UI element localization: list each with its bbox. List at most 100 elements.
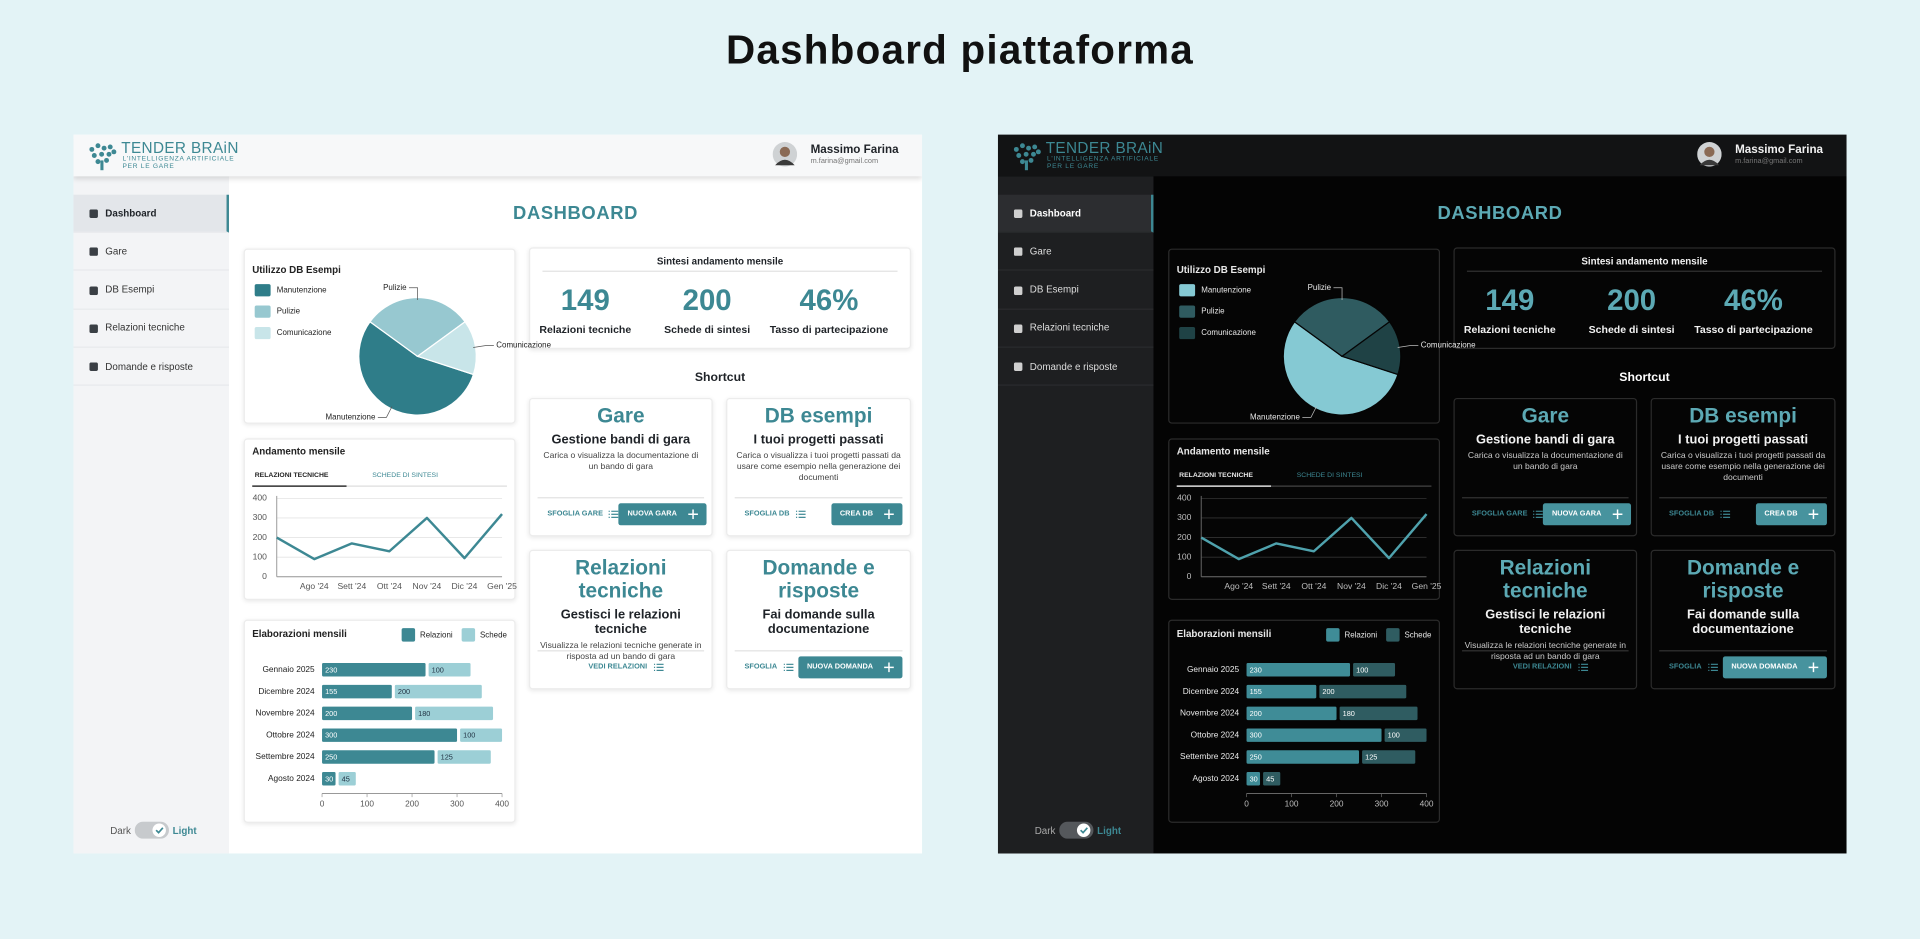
avatar-body <box>775 159 795 166</box>
card-footer: SFOGLIA NUOVA DOMANDA <box>734 650 903 683</box>
nav-icon-shape <box>89 209 98 218</box>
card-footer: SFOGLIA DB CREA DB <box>1659 497 1827 530</box>
card-subtitle: I tuoi progetti passati <box>1678 432 1809 447</box>
kpi-value: 149 <box>560 284 610 318</box>
card-link[interactable]: SFOGLIA DB <box>1659 510 1730 518</box>
toggle-label: Dark <box>110 825 131 837</box>
nav-item[interactable]: Dashboard <box>73 194 229 233</box>
list-icon <box>1707 663 1718 672</box>
card-footer: SFOGLIA GARE NUOVA GARA <box>1462 497 1631 530</box>
logo-dot <box>106 151 112 157</box>
card-subtitle: Gestisci le relazioni tecniche <box>1485 607 1606 637</box>
list-icon <box>795 510 806 518</box>
logo-trunk <box>100 160 104 171</box>
kpi-value: 149 <box>1485 284 1535 318</box>
card-button[interactable]: NUOVA DOMANDA <box>798 656 903 679</box>
dashboard-panel: TENDER BRAiN L'INTELLIGENZA ARTIFICIALE PE… <box>997 134 1847 854</box>
shortcut-card: DB esempi I tuoi progetti passati Carica o… <box>726 397 912 537</box>
nav-label: Domande e risposte <box>1029 360 1118 372</box>
sidebar <box>997 176 1154 854</box>
list-dot <box>1720 510 1722 512</box>
card-footer: VEDI RELAZIONI <box>1462 650 1629 683</box>
link-label: SFOGLIA <box>744 663 778 672</box>
nav-icon <box>89 247 98 257</box>
list-line <box>798 513 806 515</box>
nav-icon <box>89 286 98 295</box>
nav-item[interactable]: DB Esempi <box>73 271 229 310</box>
card-link[interactable]: VEDI RELAZIONI <box>1503 663 1588 672</box>
list-line <box>611 513 619 515</box>
button-label: NUOVA GARA <box>627 510 677 518</box>
card-title: Relazioni tecniche <box>575 555 667 603</box>
plus <box>884 662 894 673</box>
summary-card: Sintesi andamento mensile 149 Relazioni te… <box>528 247 912 349</box>
card-button[interactable]: NUOVA DOMANDA <box>1722 656 1827 679</box>
card-title: Relazioni tecniche <box>1499 555 1591 603</box>
list-dot <box>653 666 655 668</box>
logo-dot <box>1020 143 1025 149</box>
logo-tagline: L'INTELLIGENZA ARTIFICIALE <box>122 155 235 163</box>
nav-item[interactable]: Domande e risposte <box>73 348 229 386</box>
link-label: VEDI RELAZIONI <box>588 663 648 672</box>
list-dot <box>795 513 797 515</box>
toggle-label: Light <box>1097 825 1122 837</box>
logo-dot <box>1013 146 1019 152</box>
theme-toggle[interactable] <box>1059 821 1094 839</box>
card-title: DB esempi <box>764 404 873 428</box>
nav-icon-shape <box>1013 209 1023 218</box>
logo-dot <box>104 157 109 163</box>
nav-label: DB Esempi <box>1029 284 1079 296</box>
card-subtitle: Gestione bandi di gara <box>1475 432 1615 447</box>
toggle-label: Light <box>172 825 197 837</box>
list-dot <box>1707 666 1709 668</box>
plus <box>687 509 698 520</box>
card-button[interactable]: NUOVA GARA <box>618 503 707 526</box>
card-button[interactable]: NUOVA GARA <box>1543 503 1631 526</box>
list-line <box>785 669 794 672</box>
card-link[interactable]: VEDI RELAZIONI <box>579 663 664 672</box>
nav-icon-shape <box>89 362 98 372</box>
nav-item[interactable]: DB Esempi <box>997 271 1154 310</box>
card-link[interactable]: SFOGLIA DB <box>735 510 806 518</box>
kpi-value: 200 <box>1607 284 1657 318</box>
user-name: Massimo Farina <box>810 143 899 157</box>
line-card <box>243 438 516 601</box>
card-link[interactable]: SFOGLIA GARE <box>538 510 619 518</box>
plus-icon <box>1612 509 1623 520</box>
nav-item[interactable]: Gare <box>73 233 229 271</box>
list-dot <box>783 669 785 672</box>
nav-item[interactable]: Domande e risposte <box>997 348 1154 386</box>
plus <box>1808 509 1819 520</box>
logo-icon <box>1013 143 1041 171</box>
nav-item[interactable]: Gare <box>997 233 1154 271</box>
kpi-value: 46% <box>799 284 859 318</box>
nav-item[interactable]: Dashboard <box>997 194 1154 233</box>
nav-icon <box>89 362 98 372</box>
nav-item[interactable]: Relazioni tecniche <box>73 310 229 348</box>
list-line <box>1710 666 1718 668</box>
avatar-head <box>1704 146 1715 157</box>
list-line <box>798 510 806 512</box>
list-dot <box>1707 663 1709 665</box>
kpi-label: Tasso di partecipazione <box>1694 323 1813 336</box>
card-button[interactable]: CREA DB <box>831 503 903 526</box>
list-line <box>1722 510 1730 512</box>
card-link[interactable]: SFOGLIA <box>735 663 794 672</box>
shortcut-card: Domande e risposte Fai domande sulla docu… <box>726 549 912 690</box>
theme-toggle[interactable] <box>134 821 169 839</box>
user-name: Massimo Farina <box>1735 143 1824 157</box>
nav-item[interactable]: Relazioni tecniche <box>997 310 1154 348</box>
card-button[interactable]: CREA DB <box>1755 503 1827 526</box>
card-footer: VEDI RELAZIONI <box>537 650 705 683</box>
link-label: SFOGLIA <box>1668 663 1702 672</box>
logo-dot <box>1031 151 1036 157</box>
button-label: NUOVA DOMANDA <box>1731 663 1798 672</box>
logo-dot <box>95 159 101 165</box>
nav-icon <box>1013 286 1023 295</box>
avatar-head <box>779 146 791 157</box>
card-link[interactable]: SFOGLIA <box>1659 663 1718 672</box>
list-line <box>1722 513 1730 515</box>
user-email: m.farina@gmail.com <box>810 157 879 166</box>
card-link[interactable]: SFOGLIA GARE <box>1462 510 1544 518</box>
